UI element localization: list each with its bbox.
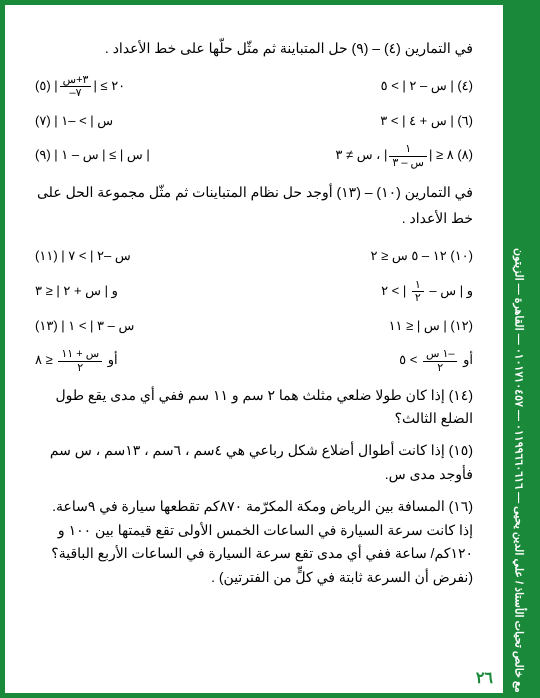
ex-4: (٤) | س – ٢ | > ٥ <box>254 74 473 99</box>
ex-11b: و | س + ٢ | ≤ ٣ <box>35 279 254 304</box>
ex-11: (١١) | س –٢ | > ٧ <box>35 244 254 269</box>
exercise-row-4-5: (٤) | س – ٢ | > ٥ ٢٠ ≥ |٣+س–٧| (٥) <box>35 74 473 99</box>
page-content: في التمارين (٤) – (٩) حل المتباينة ثم مث… <box>10 15 498 663</box>
ex-16: (١٦) المسافة بين الرياض ومكة المكرّمة ٨٧… <box>35 495 473 590</box>
ex-14: (١٤) إذا كان طولا ضلعي مثلث هما ٢ سم و ١… <box>35 384 473 432</box>
intro-1: في التمارين (٤) – (٩) حل المتباينة ثم مث… <box>35 35 473 62</box>
sidebar-credits: مع خالص تحيات الأستاذ / علي الدين يحيى —… <box>503 5 535 693</box>
ex-8: (٨) ٨ ≤ |١س – ٣| ، س ≠ ٣ <box>254 143 473 168</box>
sidebar-text: مع خالص تحيات الأستاذ / علي الدين يحيى —… <box>513 248 526 693</box>
ex-10b: و | س – ١٢ | > ٢ <box>254 279 473 304</box>
exercise-row-10b-11b: و | س – ١٢ | > ٢ و | س + ٢ | ≤ ٣ <box>35 279 473 304</box>
ex-12: (١٢) | س | ≤ ١١ <box>254 314 473 339</box>
ex-6: (٦) | س + ٤ | > ٣ <box>254 109 473 134</box>
exercise-row-12b-13b: أو –١ س٢ > ٥ أو س + ١١٢ ≤ ٨ <box>35 348 473 373</box>
ex-13: (١٣) | س – ٣ | > ١ <box>35 314 254 339</box>
exercise-row-6-7: (٦) | س + ٤ | > ٣ (٧) | س | > –١ <box>35 109 473 134</box>
ex-10: (١٠) ١٢ – ٥ س ≤ ٢ <box>254 244 473 269</box>
ex-5: ٢٠ ≥ |٣+س–٧| (٥) <box>35 74 254 99</box>
ex-12b: أو –١ س٢ > ٥ <box>254 348 473 373</box>
exercise-row-12-13: (١٢) | س | ≤ ١١ (١٣) | س – ٣ | > ١ <box>35 314 473 339</box>
ex-15: (١٥) إذا كانت أطوال أضلاع شكل رباعي هي ٤… <box>35 439 473 487</box>
ex-13b: أو س + ١١٢ ≤ ٨ <box>35 348 254 373</box>
intro-2: في التمارين (١٠) – (١٣) أوجد حل نظام الم… <box>35 179 473 232</box>
exercise-row-10-11: (١٠) ١٢ – ٥ س ≤ ٢ (١١) | س –٢ | > ٧ <box>35 244 473 269</box>
page-number: ٢٦ <box>476 668 493 688</box>
ex-9: (٩) | س | ≥ | س – ١ | <box>35 143 254 168</box>
exercise-row-8-9: (٨) ٨ ≤ |١س – ٣| ، س ≠ ٣ (٩) | س | ≥ | س… <box>35 143 473 168</box>
ex-7: (٧) | س | > –١ <box>35 109 254 134</box>
